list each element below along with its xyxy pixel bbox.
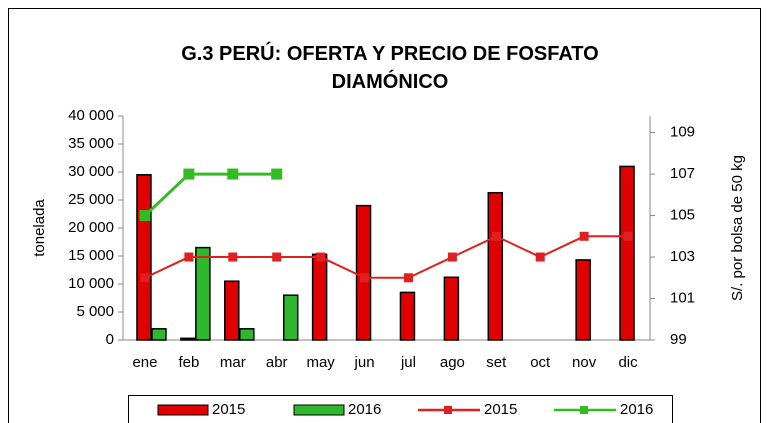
y-tick-label: 30 000 <box>68 163 114 180</box>
line-marker <box>360 273 370 283</box>
y-tick-label: 35 000 <box>68 135 114 152</box>
bar <box>224 280 240 341</box>
legend-label: 2015 <box>484 401 517 418</box>
x-tick-label: jul <box>400 354 416 371</box>
line-marker <box>403 273 413 283</box>
legend-label: 2016 <box>620 401 653 418</box>
line-marker <box>316 252 326 262</box>
line-marker <box>227 168 239 180</box>
x-tick-label: oct <box>530 354 551 371</box>
x-tick-label: nov <box>572 354 597 371</box>
legend-swatch <box>444 406 452 414</box>
bar <box>619 165 635 341</box>
y-tick-label: 20 000 <box>68 219 114 236</box>
legend-label: 2016 <box>348 401 381 418</box>
x-tick-label: jun <box>354 354 375 371</box>
y2-tick-label: 103 <box>670 248 695 265</box>
legend-swatch <box>580 406 588 414</box>
bar <box>151 328 167 341</box>
legend-label: 2015 <box>212 401 245 418</box>
bar <box>180 337 196 341</box>
bar <box>239 328 255 341</box>
line-marker <box>535 252 545 262</box>
bar <box>487 191 504 341</box>
line-marker <box>271 168 283 180</box>
line <box>144 235 629 279</box>
y2-tick-label: 109 <box>670 124 695 141</box>
y-tick-label: 0 <box>106 331 114 348</box>
bar <box>575 259 591 341</box>
x-tick-label: set <box>486 354 507 371</box>
bar <box>311 253 328 341</box>
line-marker <box>184 252 194 262</box>
y-axis-title: tonelada <box>31 199 48 257</box>
bar <box>443 276 460 341</box>
y-tick-label: 10 000 <box>68 275 114 292</box>
y-tick-label: 15 000 <box>68 247 114 264</box>
line-marker <box>272 252 282 262</box>
y2-tick-label: 105 <box>670 207 695 224</box>
bar <box>195 246 211 341</box>
line-marker <box>228 252 238 262</box>
line-marker <box>447 252 457 262</box>
bar <box>399 291 416 341</box>
bar <box>282 294 299 341</box>
y2-axis-title: S/. por bolsa de 50 kg <box>729 155 746 301</box>
x-tick-label: mar <box>220 354 246 371</box>
line-marker <box>623 231 633 241</box>
y-tick-label: 40 000 <box>68 107 114 124</box>
y-tick-label: 5 000 <box>76 303 114 320</box>
chart-border <box>8 8 761 423</box>
x-tick-label: ene <box>132 354 157 371</box>
line-marker <box>140 273 150 283</box>
line-marker <box>491 231 501 241</box>
chart-title: G.3 PERÚ: OFERTA Y PRECIO DE FOSFATO DIA… <box>181 43 599 93</box>
x-tick-label: abr <box>266 354 288 371</box>
y2-tick-label: 107 <box>670 165 695 182</box>
y-tick-label: 25 000 <box>68 191 114 208</box>
line-marker <box>139 210 151 222</box>
line-marker <box>579 231 589 241</box>
line-marker <box>183 168 195 180</box>
legend-swatch <box>293 404 345 416</box>
legend-swatch <box>157 404 209 416</box>
x-tick-label: ago <box>440 354 465 371</box>
bar <box>136 174 152 341</box>
x-tick-label: feb <box>178 354 199 371</box>
y2-tick-label: 101 <box>670 289 695 306</box>
x-tick-label: may <box>306 354 335 371</box>
line <box>143 172 277 217</box>
bar <box>355 204 372 341</box>
x-tick-label: dic <box>618 354 638 371</box>
legend-box <box>128 395 673 423</box>
y2-tick-label: 99 <box>670 331 687 348</box>
